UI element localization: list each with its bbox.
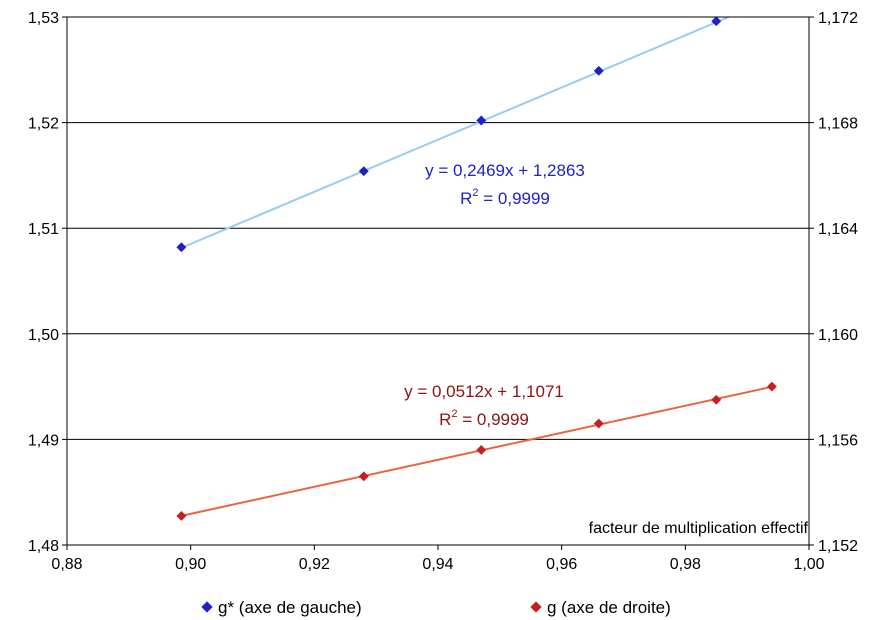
point-gstar-2 (476, 115, 487, 126)
r2-prefix: R (439, 410, 451, 429)
point-g-1 (358, 471, 369, 482)
legend-marker-g (530, 601, 542, 613)
point-gstar-0 (176, 242, 187, 253)
x-tick-label: 1,00 (793, 556, 824, 573)
plot-area-frame (66, 16, 810, 546)
legend: g* (axe de gauche) g (axe de droite) (201, 598, 671, 617)
left-tick-label: 1,48 (28, 538, 59, 555)
right-tick-label: 1,156 (818, 432, 858, 449)
right-axis: 1,152 1,156 1,160 1,164 1,168 1,172 (809, 10, 858, 555)
right-tick-label: 1,168 (818, 116, 858, 133)
legend-item-g: g (axe de droite) (530, 598, 671, 617)
trendline-gstar (181, 16, 730, 249)
x-axis-label: facteur de multiplication effectif (589, 520, 809, 537)
point-g-4 (711, 394, 722, 405)
point-g-2 (476, 445, 487, 455)
x-tick-label: 0,94 (422, 556, 453, 573)
left-tick-label: 1,53 (28, 10, 59, 27)
left-axis: 1,48 1,49 1,50 1,51 1,52 1,53 (28, 10, 67, 555)
equation-label-gstar: y = 0,2469x + 1,2863 R2 = 0,9999 (425, 161, 585, 208)
legend-label-g: g (axe de droite) (547, 598, 671, 617)
right-tick-label: 1,152 (818, 538, 858, 555)
legend-item-gstar: g* (axe de gauche) (201, 598, 362, 617)
left-tick-label: 1,49 (28, 432, 59, 449)
left-tick-label: 1,52 (28, 116, 59, 133)
r2-superscript: 2 (472, 187, 478, 199)
x-tick-label: 0,96 (546, 556, 577, 573)
right-tick-label: 1,164 (818, 221, 858, 238)
trendlines (181, 16, 773, 517)
r2-superscript: 2 (451, 408, 457, 420)
equation-label-g: y = 0,0512x + 1,1071 R2 = 0,9999 (404, 382, 564, 429)
svg-text:y = 0,0512x + 1,1071: y = 0,0512x + 1,1071 (404, 382, 564, 401)
svg-text:R2 = 0,9999: R2 = 0,9999 (439, 408, 529, 429)
r2-value: = 0,9999 (458, 410, 529, 429)
x-axis: 0,88 0,90 0,92 0,94 0,96 0,98 1,00 (51, 545, 825, 573)
grid-lines (67, 16, 809, 546)
x-tick-label: 0,98 (670, 556, 701, 573)
data-markers (176, 16, 777, 521)
point-gstar-1 (358, 166, 369, 177)
point-g-3 (593, 418, 604, 429)
point-gstar-4 (711, 16, 722, 27)
x-tick-label: 0,92 (299, 556, 330, 573)
svg-text:R2 = 0,9999: R2 = 0,9999 (460, 187, 550, 208)
svg-text:y = 0,2469x + 1,2863: y = 0,2469x + 1,2863 (425, 161, 585, 180)
legend-marker-gstar (201, 601, 213, 613)
trendline-g (181, 385, 773, 517)
x-tick-label: 0,90 (175, 556, 206, 573)
left-tick-label: 1,50 (28, 327, 59, 344)
legend-label-gstar: g* (axe de gauche) (218, 598, 362, 617)
left-tick-label: 1,51 (28, 221, 59, 238)
point-g-5 (766, 381, 777, 392)
r2-prefix: R (460, 189, 472, 208)
point-g-0 (176, 511, 187, 521)
point-gstar-3 (593, 65, 604, 76)
x-tick-label: 0,88 (51, 556, 82, 573)
right-tick-label: 1,160 (818, 327, 858, 344)
right-tick-label: 1,172 (818, 10, 858, 27)
r2-value: = 0,9999 (479, 189, 550, 208)
